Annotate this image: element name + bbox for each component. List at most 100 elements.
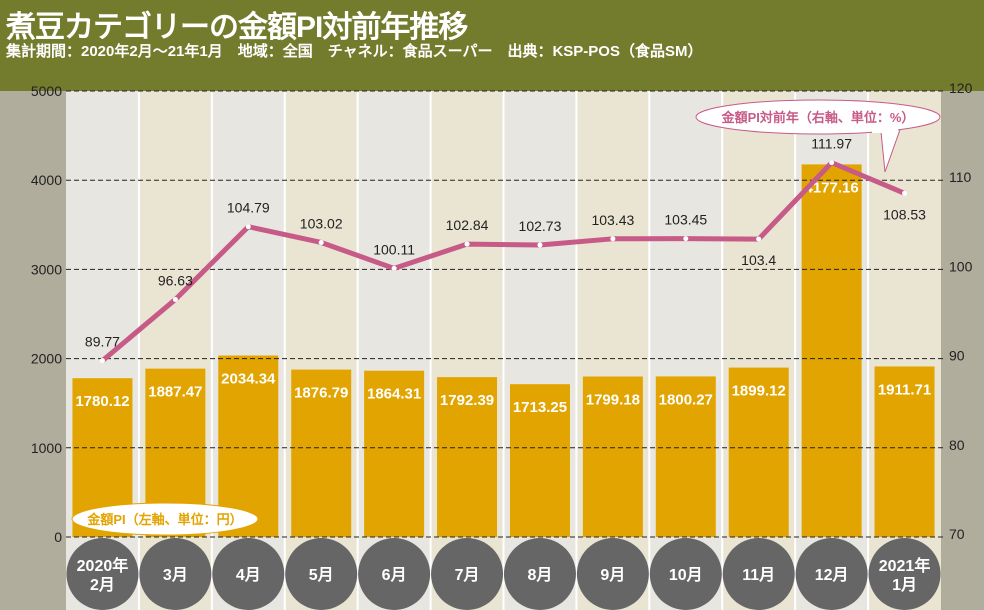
- left-axis-tick: 4000: [31, 172, 62, 188]
- bar-value-label: 1887.47: [148, 384, 202, 401]
- chart-subtitle: 集計期間：2020年2月～21年1月 地域：全国 チャネル：食品スーパー 出典：…: [6, 43, 703, 60]
- line-point: [683, 236, 689, 242]
- column-divider: [575, 91, 578, 610]
- column-divider: [210, 91, 213, 610]
- line-series: [100, 160, 906, 363]
- month-label: 6月: [382, 566, 407, 584]
- month-label: 5月: [309, 566, 334, 584]
- header-banner: 煮豆カテゴリーの金額PI対前年推移 集計期間：2020年2月～21年1月 地域：…: [0, 0, 984, 91]
- month-circle: [358, 538, 431, 610]
- month-circle: [285, 538, 358, 610]
- month-label: 8月: [528, 566, 553, 584]
- bar-value-label: 1792.39: [440, 392, 494, 409]
- bar-value-label: 1864.31: [367, 386, 421, 403]
- column-divider: [721, 91, 724, 610]
- line-point: [172, 296, 178, 302]
- month-label: 1月: [892, 576, 917, 594]
- line-legend-label: 金額PI対前年（右軸、単位：%）: [721, 110, 915, 125]
- column-divider: [867, 91, 870, 610]
- left-axis-tick: 0: [54, 529, 62, 545]
- line-point: [318, 239, 324, 245]
- month-label: 10月: [669, 566, 703, 584]
- right-axis-tick: 100: [949, 258, 973, 274]
- bar: [874, 366, 935, 537]
- bar: [364, 370, 425, 537]
- right-axis-tick: 120: [949, 80, 973, 96]
- bar: [218, 355, 279, 537]
- line-value-label: 102.84: [446, 217, 489, 233]
- right-axis-tick: 110: [949, 169, 972, 185]
- line-value-label: 96.63: [158, 272, 193, 288]
- line-point: [829, 160, 835, 166]
- bar-value-label: 1799.18: [586, 392, 640, 409]
- month-label: 12月: [815, 566, 849, 584]
- month-circle: [576, 538, 649, 610]
- month-circle: [139, 538, 212, 610]
- month-circle: [503, 538, 576, 610]
- line-value-label: 103.02: [300, 215, 343, 231]
- line-point: [610, 236, 616, 242]
- month-circle: [66, 538, 139, 610]
- bar-value-label: 1800.27: [659, 391, 713, 408]
- line-value-label: 89.77: [85, 334, 120, 350]
- line-point: [99, 358, 105, 364]
- line-value-label: 104.79: [227, 200, 270, 216]
- right-axis-tick: 90: [949, 348, 965, 364]
- line-value-label: 103.4: [741, 252, 776, 268]
- month-label: 3月: [163, 566, 188, 584]
- line-point: [756, 236, 762, 242]
- line-legend-bubble: [695, 99, 941, 135]
- month-circle: [795, 538, 868, 610]
- bar: [801, 164, 862, 537]
- bar-legend-label: 金額PI（左軸、単位：円）: [86, 512, 242, 527]
- left-axis-tick: 5000: [31, 83, 62, 99]
- left-axis-tick: 3000: [31, 261, 62, 277]
- column-divider: [794, 91, 797, 610]
- bar: [728, 367, 789, 537]
- column-divider: [137, 91, 140, 610]
- month-circle: [212, 538, 285, 610]
- column-divider: [502, 91, 505, 610]
- bar-value-label: 1780.12: [75, 393, 129, 410]
- line-value-label: 108.53: [883, 206, 926, 222]
- bar: [655, 376, 716, 537]
- bar-legend-bubble: [71, 502, 259, 536]
- line-value-label: 100.11: [373, 241, 415, 257]
- bar: [582, 376, 643, 537]
- month-label: 11月: [742, 566, 775, 584]
- left-axis-tick: 1000: [31, 440, 62, 456]
- column-divider: [648, 91, 651, 610]
- bar-value-label: 1876.79: [294, 385, 348, 402]
- line-point: [245, 224, 251, 230]
- column-divider: [356, 91, 359, 610]
- month-label: 7月: [455, 566, 480, 584]
- bar-value-label: 1899.12: [732, 383, 786, 400]
- right-axis-tick: 70: [949, 526, 965, 542]
- month-label-year: 2021年: [879, 556, 931, 575]
- line-value-label: 102.73: [519, 218, 562, 234]
- bar: [291, 369, 352, 537]
- bar-value-label: 4177.16: [805, 179, 859, 196]
- month-circle: [722, 538, 795, 610]
- bar: [509, 384, 570, 537]
- line-point: [391, 265, 397, 271]
- bar-value-label: 2034.34: [221, 371, 276, 388]
- month-label: 2月: [90, 576, 115, 594]
- month-circle: [868, 538, 941, 610]
- line-value-label: 111.97: [811, 136, 852, 152]
- column-divider: [429, 91, 432, 610]
- line-legend-joint: [872, 127, 898, 133]
- right-axis-tick: 80: [949, 437, 965, 453]
- bar-value-label: 1911.71: [878, 381, 931, 398]
- month-circle: [649, 538, 722, 610]
- chart-title: 煮豆カテゴリーの金額PI対前年推移: [6, 11, 468, 44]
- line-value-label: 103.43: [591, 212, 634, 228]
- column-divider: [283, 91, 286, 610]
- bar-value-label: 1713.25: [513, 399, 567, 416]
- line-point: [902, 190, 908, 196]
- line-point: [537, 242, 543, 248]
- left-axis-tick: 2000: [31, 351, 62, 367]
- month-circle: [431, 538, 504, 610]
- month-label: 9月: [600, 566, 625, 584]
